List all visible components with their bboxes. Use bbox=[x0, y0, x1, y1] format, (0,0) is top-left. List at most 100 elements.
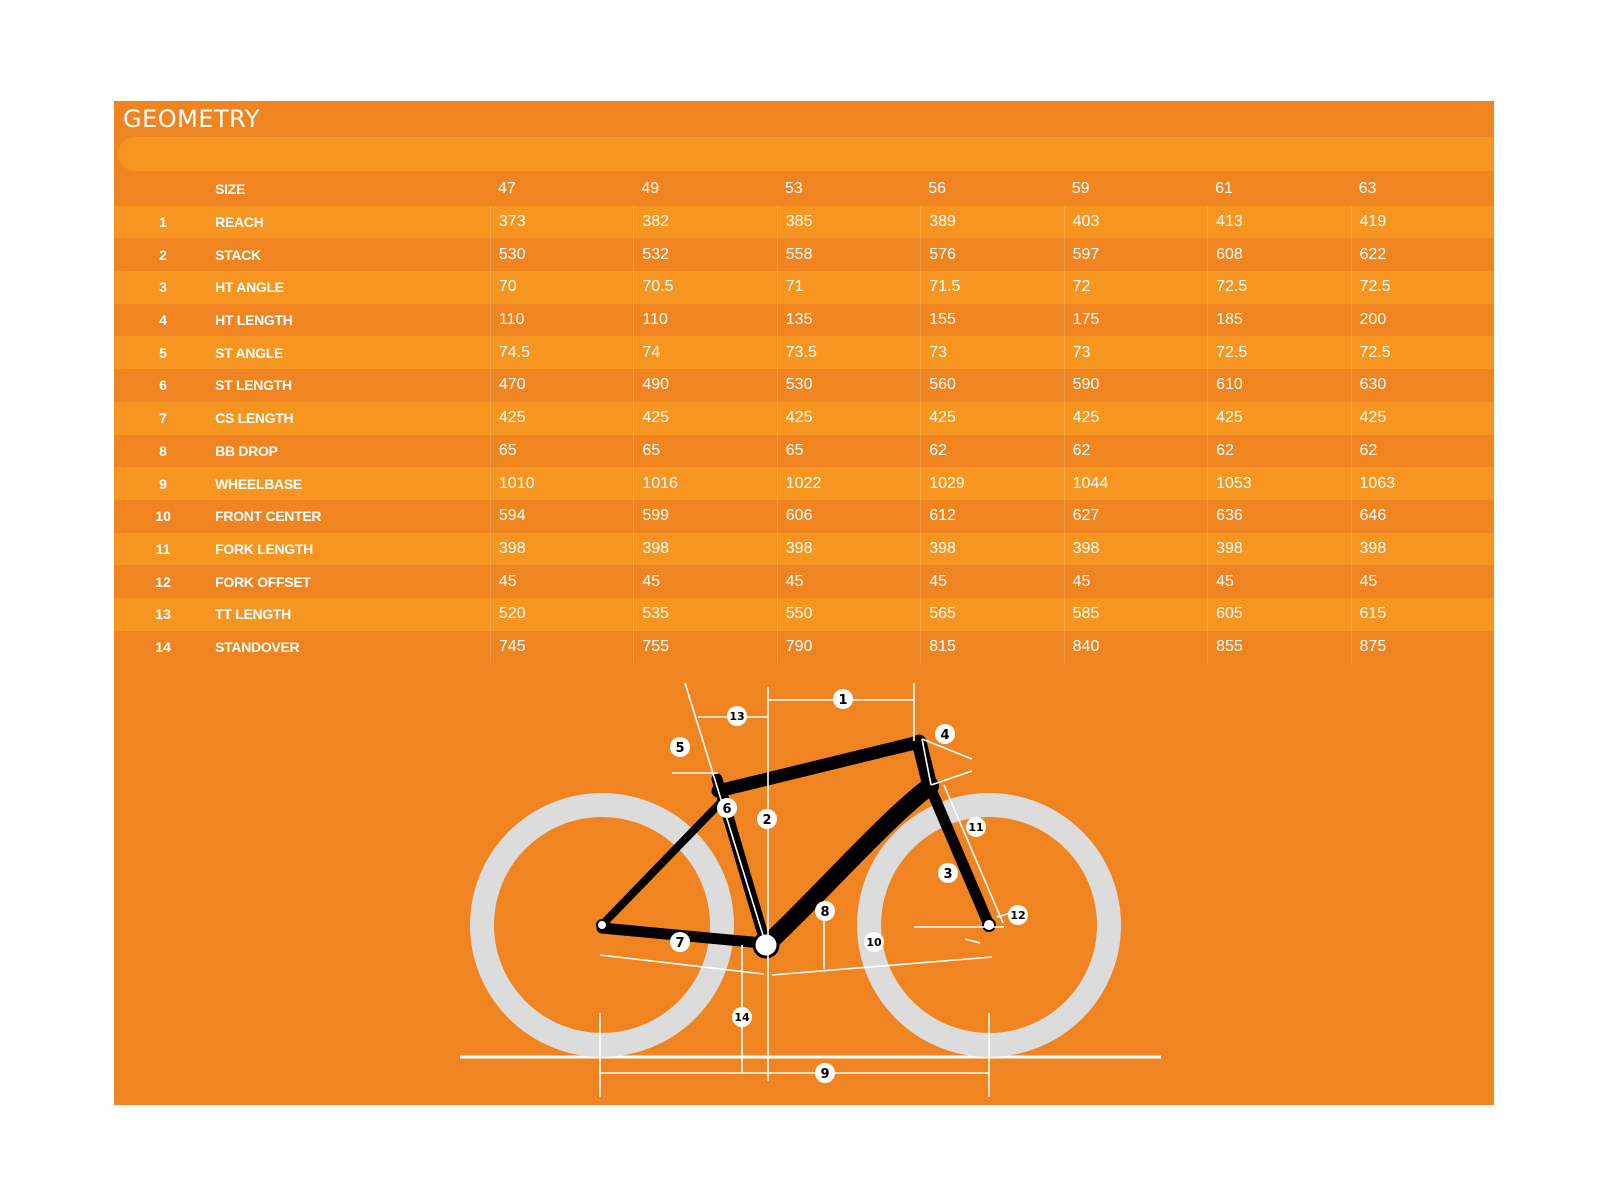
value-cell: 45 bbox=[489, 565, 633, 598]
callout-9-label: 9 bbox=[820, 1067, 829, 1082]
value-cell: 840 bbox=[1063, 630, 1207, 664]
value-cell: 745 bbox=[489, 630, 633, 664]
table-row: 10 FRONT CENTER 594 599 606 612 627 636 646 bbox=[114, 499, 1494, 533]
value-cell: 1044 bbox=[1063, 467, 1207, 500]
value-cell: 790 bbox=[776, 630, 920, 664]
value-cell: 71 bbox=[776, 271, 920, 304]
value-cell: 815 bbox=[920, 630, 1063, 664]
callout-13: 13 bbox=[727, 706, 747, 726]
value-cell: 72.5 bbox=[1207, 336, 1350, 370]
table-row: 13 TT LENGTH 520 535 550 565 585 605 615 bbox=[114, 597, 1494, 631]
row-number: 13 bbox=[155, 606, 171, 623]
value-cell: 1053 bbox=[1207, 467, 1350, 500]
table-row: 1 REACH 373 382 385 389 403 413 419 bbox=[114, 205, 1494, 239]
callout-9: 9 bbox=[815, 1063, 835, 1083]
row-label: WHEELBASE bbox=[215, 475, 302, 492]
dimension-lines bbox=[599, 682, 1025, 1097]
size-header-cell: 47 bbox=[497, 180, 516, 198]
value-cell: 1029 bbox=[920, 467, 1063, 500]
callout-10-label: 10 bbox=[866, 936, 882, 949]
row-label: FRONT CENTER bbox=[215, 508, 322, 525]
table-row: 11 FORK LENGTH 398 398 398 398 398 398 398 bbox=[114, 532, 1494, 566]
value-cell: 532 bbox=[633, 238, 776, 272]
front-wheel bbox=[857, 793, 1121, 1057]
callout-14-label: 14 bbox=[734, 1011, 750, 1024]
row-label: HT LENGTH bbox=[215, 312, 293, 329]
value-cell: 599 bbox=[633, 499, 776, 533]
value-cell: 1063 bbox=[1350, 467, 1494, 500]
row-label: STACK bbox=[215, 246, 261, 263]
value-cell: 530 bbox=[776, 369, 920, 402]
callout-10: 10 bbox=[864, 932, 884, 952]
value-cell: 590 bbox=[1063, 369, 1207, 402]
value-cell: 74 bbox=[633, 336, 776, 370]
size-header-cell: 63 bbox=[1358, 180, 1377, 198]
value-cell: 398 bbox=[1207, 532, 1350, 566]
table-row: 9 WHEELBASE 1010 1016 1022 1029 1044 1053 1063 bbox=[114, 467, 1494, 500]
value-cell: 594 bbox=[489, 499, 633, 533]
geometry-table: SIZE 47 49 53 56 59 61 63 1 REACH 373 382 38… bbox=[114, 173, 1494, 664]
row-number: 1 bbox=[159, 214, 167, 231]
callout-5-label: 5 bbox=[675, 741, 684, 756]
value-cell: 110 bbox=[489, 303, 633, 337]
value-cell: 385 bbox=[776, 205, 920, 239]
value-cell: 398 bbox=[776, 532, 920, 566]
callout-4: 4 bbox=[935, 724, 955, 744]
value-cell: 425 bbox=[1207, 401, 1350, 435]
table-row: 14 STANDOVER 745 755 790 815 840 855 875 bbox=[114, 630, 1494, 664]
value-cell: 608 bbox=[1207, 238, 1350, 272]
value-cell: 398 bbox=[920, 532, 1063, 566]
callout-12-label: 12 bbox=[1010, 909, 1025, 922]
table-row: 5 ST ANGLE 74.5 74 73.5 73 73 72.5 72.5 bbox=[114, 336, 1494, 370]
value-cell: 72.5 bbox=[1350, 271, 1494, 304]
value-cell: 155 bbox=[920, 303, 1063, 337]
callout-1: 1 bbox=[833, 689, 853, 709]
value-cell: 70.5 bbox=[633, 271, 776, 304]
value-cell: 62 bbox=[920, 434, 1063, 468]
value-cell: 558 bbox=[776, 238, 920, 272]
value-cell: 398 bbox=[1063, 532, 1207, 566]
callout-11-label: 11 bbox=[968, 821, 983, 834]
size-label: SIZE bbox=[215, 181, 246, 198]
value-cell: 73.5 bbox=[776, 336, 920, 370]
row-number: 10 bbox=[155, 508, 171, 525]
value-cell: 185 bbox=[1207, 303, 1350, 337]
row-label: REACH bbox=[215, 214, 264, 231]
callout-7-label: 7 bbox=[675, 936, 684, 951]
value-cell: 622 bbox=[1350, 238, 1494, 272]
row-label: ST ANGLE bbox=[215, 344, 284, 361]
value-cell: 45 bbox=[633, 565, 776, 598]
row-label: TT LENGTH bbox=[215, 606, 291, 623]
title-band bbox=[118, 137, 1494, 171]
size-header-cell: 61 bbox=[1215, 180, 1233, 198]
callout-6-label: 6 bbox=[722, 802, 731, 817]
bottom-bracket bbox=[752, 931, 780, 959]
value-cell: 45 bbox=[1063, 565, 1207, 598]
value-cell: 389 bbox=[920, 205, 1063, 239]
value-cell: 425 bbox=[489, 401, 633, 435]
value-cell: 630 bbox=[1350, 369, 1494, 402]
value-cell: 403 bbox=[1063, 205, 1207, 239]
value-cell: 1016 bbox=[633, 467, 776, 500]
value-cell: 627 bbox=[1063, 499, 1207, 533]
table-header-row: SIZE 47 49 53 56 59 61 63 bbox=[114, 173, 1494, 206]
row-label: BB DROP bbox=[215, 442, 278, 459]
row-number: 7 bbox=[159, 410, 167, 427]
value-cell: 382 bbox=[633, 205, 776, 239]
callout-3: 3 bbox=[938, 863, 958, 883]
callout-6: 6 bbox=[717, 798, 737, 818]
value-cell: 875 bbox=[1350, 630, 1494, 664]
table-row: 12 FORK OFFSET 45 45 45 45 45 45 45 bbox=[114, 565, 1494, 598]
value-cell: 413 bbox=[1207, 205, 1350, 239]
row-number: 8 bbox=[159, 442, 167, 459]
callout-8-label: 8 bbox=[820, 905, 829, 920]
value-cell: 1022 bbox=[776, 467, 920, 500]
size-header-cell: 56 bbox=[928, 180, 947, 198]
callout-2: 2 bbox=[757, 809, 777, 829]
value-cell: 70 bbox=[489, 271, 633, 304]
value-cell: 62 bbox=[1207, 434, 1350, 468]
value-cell: 425 bbox=[1063, 401, 1207, 435]
callout-14: 14 bbox=[732, 1007, 752, 1027]
row-label: ST LENGTH bbox=[215, 377, 292, 394]
value-cell: 560 bbox=[920, 369, 1063, 402]
